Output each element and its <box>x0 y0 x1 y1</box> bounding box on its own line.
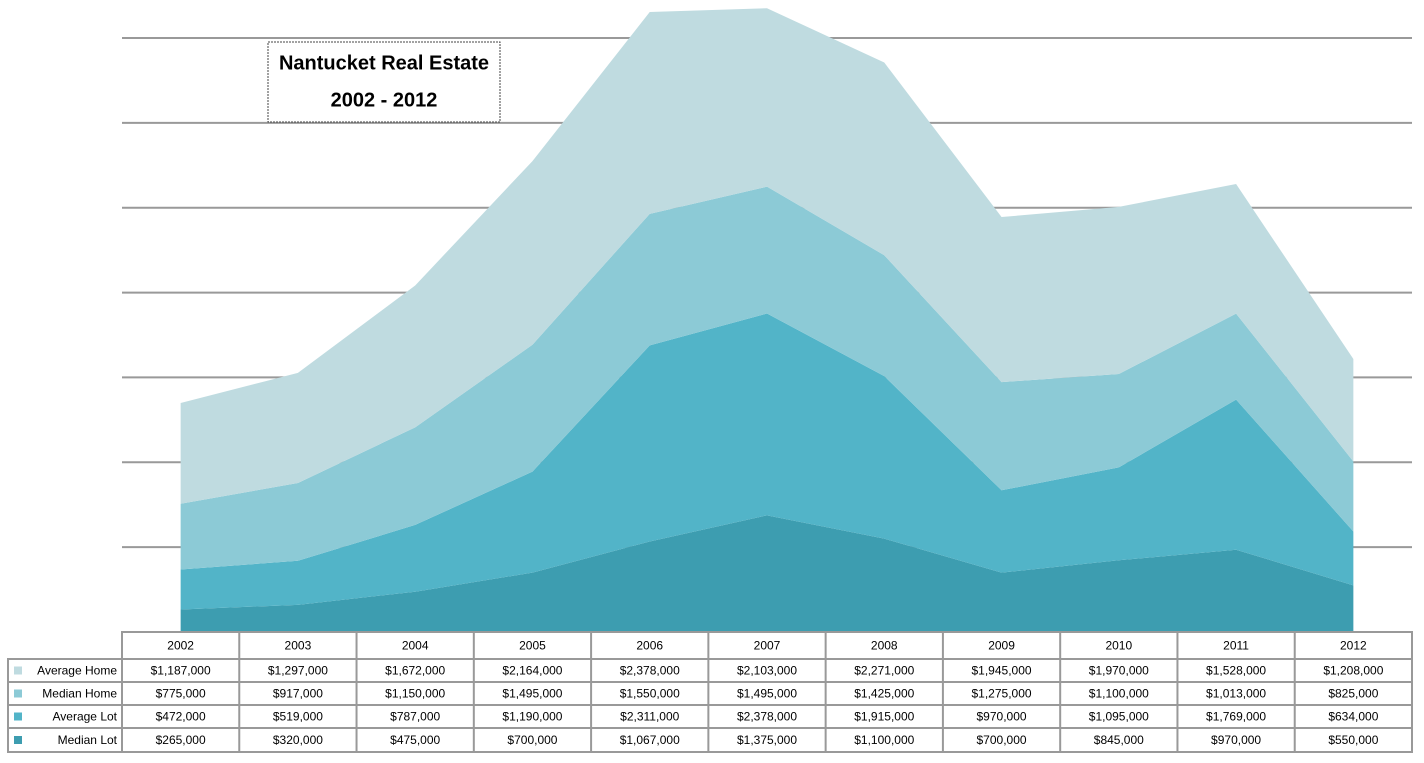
table-cell: $1,425,000 <box>854 687 914 701</box>
table-cell: $1,769,000 <box>1206 710 1266 724</box>
table-cell: $550,000 <box>1328 733 1378 747</box>
table-cell: $2,271,000 <box>854 664 914 678</box>
table-cell: $634,000 <box>1328 710 1378 724</box>
legend-swatch <box>14 712 22 721</box>
table-cell: $2,311,000 <box>620 710 679 724</box>
table-cell: $1,100,000 <box>1089 687 1149 701</box>
table-cell: $1,150,000 <box>385 687 445 701</box>
legend-swatch <box>14 666 22 675</box>
table-cell: $1,187,000 <box>151 664 211 678</box>
table-row <box>7 727 1413 753</box>
legend-label: Average Lot <box>53 710 118 724</box>
table-cell: $475,000 <box>390 733 440 747</box>
table-row <box>7 681 1413 706</box>
table-cell: $1,528,000 <box>1206 664 1266 678</box>
chart-title: Nantucket Real Estate <box>279 52 489 74</box>
table-cell: $1,375,000 <box>737 733 797 747</box>
table-column-header: 2012 <box>1340 639 1367 653</box>
table-column-header: 2003 <box>285 639 312 653</box>
table-cell: $2,378,000 <box>620 664 680 678</box>
area <box>180 186 1354 570</box>
table-cell: $917,000 <box>273 687 323 701</box>
table-cell: $1,297,000 <box>268 664 328 678</box>
table-cell: $787,000 <box>390 710 440 724</box>
table-cell: $2,378,000 <box>737 710 797 724</box>
table-cell: $700,000 <box>507 733 557 747</box>
table-cell: $1,550,000 <box>620 687 680 701</box>
legend-swatch <box>14 736 22 744</box>
table-cell: $1,275,000 <box>972 687 1032 701</box>
chart-subtitle: 2002 - 2012 <box>331 89 438 111</box>
table-column-header: 2007 <box>754 639 781 653</box>
table-cell: $970,000 <box>977 710 1027 724</box>
table-header-bg <box>121 631 1413 660</box>
table-column-header: 2008 <box>871 639 898 653</box>
table-cell: $1,495,000 <box>737 687 797 701</box>
area <box>180 515 1354 632</box>
table-cell: $1,208,000 <box>1323 664 1383 678</box>
table-column-header: 2011 <box>1223 639 1249 653</box>
table-cell: $970,000 <box>1211 733 1261 747</box>
legend-label: Median Lot <box>58 733 118 747</box>
title-box <box>267 41 501 123</box>
table-cell: $1,672,000 <box>385 664 445 678</box>
data-table: 2002 2003 2004 2005 2006 2007 2008 2009 2010 2011… <box>7 631 1413 753</box>
table-cell: $845,000 <box>1094 733 1144 747</box>
table-cell: $472,000 <box>156 710 206 724</box>
table-cell: $1,067,000 <box>620 733 680 747</box>
table-column-header: 2009 <box>988 639 1015 653</box>
table-column-header: 2006 <box>636 639 663 653</box>
table-cell: $1,945,000 <box>972 664 1032 678</box>
table-cell: $2,103,000 <box>737 664 797 678</box>
table-row <box>7 658 1413 683</box>
table-cell: $825,000 <box>1328 687 1378 701</box>
table-cell: $1,100,000 <box>854 733 914 747</box>
table-column-header: 2002 <box>167 639 194 653</box>
table-cell: $1,013,000 <box>1206 687 1266 701</box>
table-cell: $1,915,000 <box>854 710 914 724</box>
table-row <box>7 704 1413 729</box>
table-cell: $2,164,000 <box>502 664 562 678</box>
areas <box>180 8 1354 632</box>
area <box>180 8 1354 504</box>
table-cell: $775,000 <box>156 687 206 701</box>
table-cell: $1,495,000 <box>502 687 562 701</box>
table-cell: $519,000 <box>273 710 323 724</box>
legend-label: Median Home <box>42 687 117 701</box>
table-cell: $265,000 <box>156 733 206 747</box>
table-column-header: 2005 <box>519 639 546 653</box>
table-cell: $1,190,000 <box>502 710 562 724</box>
area <box>180 313 1354 610</box>
table-cell: $700,000 <box>977 733 1027 747</box>
legend-swatch <box>14 689 22 698</box>
table-column-header: 2004 <box>402 639 429 653</box>
table-cell: $1,095,000 <box>1089 710 1149 724</box>
legend-label: Average Home <box>37 664 117 678</box>
table-cell: $320,000 <box>273 733 323 747</box>
table-column-header: 2010 <box>1105 639 1132 653</box>
table-cell: $1,970,000 <box>1089 664 1149 678</box>
